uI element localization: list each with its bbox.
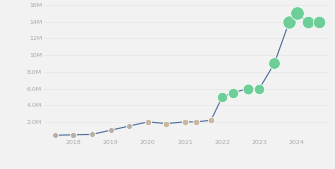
Point bbox=[164, 122, 169, 125]
Point bbox=[316, 20, 322, 23]
Point bbox=[286, 20, 292, 23]
Point bbox=[257, 87, 262, 90]
Point bbox=[71, 134, 76, 136]
Point bbox=[305, 20, 311, 23]
Point bbox=[108, 129, 113, 132]
Point bbox=[246, 87, 251, 90]
Point bbox=[272, 62, 277, 65]
Point bbox=[52, 134, 57, 137]
Point bbox=[219, 95, 225, 98]
Point bbox=[89, 133, 94, 136]
Point bbox=[145, 120, 150, 123]
Point bbox=[231, 91, 236, 94]
Point bbox=[294, 12, 299, 15]
Point bbox=[208, 119, 214, 122]
Point bbox=[127, 125, 132, 127]
Point bbox=[182, 120, 188, 123]
Point bbox=[194, 120, 199, 123]
